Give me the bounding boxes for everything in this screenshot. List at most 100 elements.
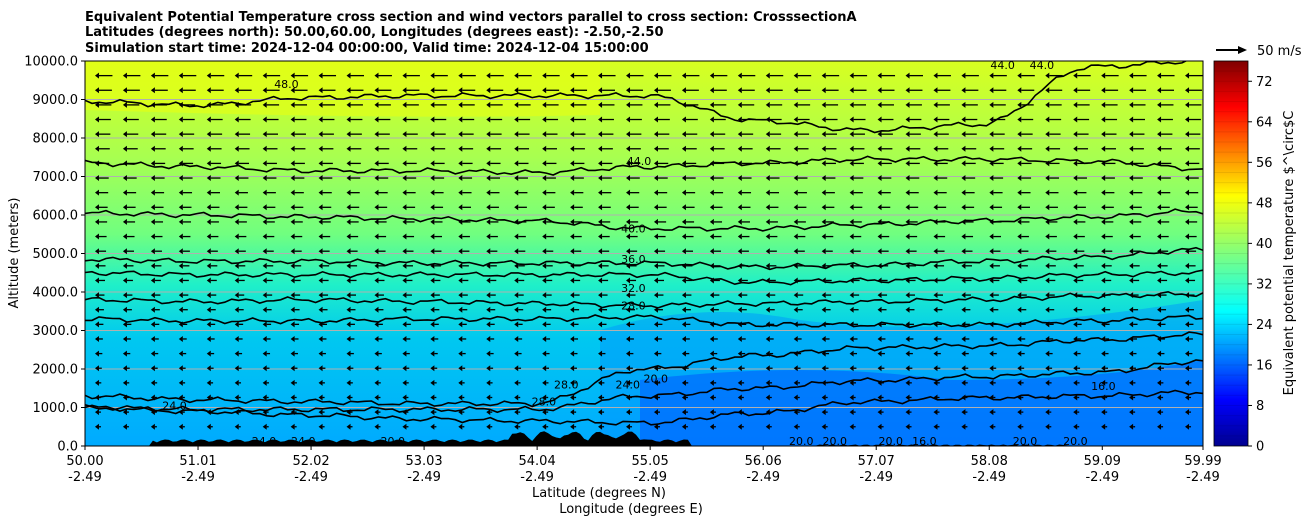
wind-vector-head: [402, 145, 407, 152]
wind-vector-head: [122, 72, 127, 79]
wind-vector-head: [346, 189, 351, 196]
wind-vector-head: [94, 409, 99, 416]
wind-vector-head: [458, 101, 463, 108]
wind-vector-head: [737, 131, 742, 138]
wind-vector-head: [458, 160, 463, 167]
wind-vector-head: [1045, 409, 1050, 416]
wind-vector-head: [374, 101, 379, 108]
y-axis-label: Altitude (meters): [7, 198, 22, 309]
chart-title: Equivalent Potential Temperature cross s…: [85, 10, 857, 56]
wind-vector-head: [1017, 292, 1022, 299]
x-tick-label-lon: -2.49: [859, 470, 893, 485]
wind-vector-head: [94, 335, 99, 342]
wind-vector-head: [458, 394, 463, 401]
wind-vector-head: [626, 204, 631, 211]
warm-upper-region: [85, 61, 600, 117]
wind-vector-head: [765, 101, 770, 108]
wind-vector-head: [430, 248, 435, 255]
wind-vector-head: [290, 350, 295, 357]
wind-vector-head: [1073, 160, 1078, 167]
wind-vector-head: [1101, 116, 1106, 123]
wind-vector-head: [681, 145, 686, 152]
wind-vector-head: [318, 335, 323, 342]
contour-label: 16.0: [912, 435, 937, 448]
wind-vector-head: [849, 306, 854, 313]
wind-vector-head: [430, 131, 435, 138]
x-tick-label-lat: 50.00: [66, 454, 103, 469]
wind-vector-head: [290, 262, 295, 269]
wind-vector-head: [933, 306, 938, 313]
wind-vector-head: [290, 423, 295, 430]
x-tick-label-lat: 53.03: [405, 454, 442, 469]
wind-vector-head: [430, 160, 435, 167]
wind-vector-head: [849, 248, 854, 255]
wind-vector-head: [849, 218, 854, 225]
contour-label: 32.0: [621, 282, 646, 295]
wind-vector-head: [150, 189, 155, 196]
wind-vector-head: [346, 218, 351, 225]
wind-vector-head: [262, 189, 267, 196]
wind-vector-head: [598, 350, 603, 357]
wind-vector-head: [318, 379, 323, 386]
wind-vector-head: [1017, 233, 1022, 240]
wind-vector-head: [570, 292, 575, 299]
wind-vector-head: [318, 233, 323, 240]
wind-vector-head: [989, 131, 994, 138]
wind-vector-head: [933, 116, 938, 123]
wind-vector-head: [514, 379, 519, 386]
x-tick-label-lat: 51.01: [179, 454, 216, 469]
wind-vector-head: [178, 350, 183, 357]
contour-line-20: [85, 359, 1203, 414]
wind-vector-head: [346, 131, 351, 138]
wind-vector-head: [318, 365, 323, 372]
x-tick-label-lon: -2.49: [1085, 470, 1119, 485]
wind-vector-head: [877, 87, 882, 94]
colorbar-tick-label: 16: [1256, 358, 1273, 373]
wind-vector-head: [486, 262, 491, 269]
wind-vector-head: [514, 394, 519, 401]
wind-vector-head: [821, 409, 826, 416]
wind-vector-head: [821, 175, 826, 182]
wind-vector-head: [961, 204, 966, 211]
wind-vector-head: [290, 277, 295, 284]
wind-vector-head: [262, 72, 267, 79]
x-tick-label-lat: 57.07: [858, 454, 895, 469]
wind-vector-head: [206, 423, 211, 430]
wind-vector-head: [821, 423, 826, 430]
x-tick-label-lat: 59.09: [1084, 454, 1121, 469]
wind-vector-head: [877, 101, 882, 108]
wind-vector-head: [262, 423, 267, 430]
wind-vector-head: [961, 87, 966, 94]
wind-vector-head: [877, 306, 882, 313]
wind-vector-head: [150, 175, 155, 182]
wind-vector-head: [458, 365, 463, 372]
wind-vector-head: [346, 87, 351, 94]
wind-vector-head: [290, 233, 295, 240]
wind-vector-head: [178, 248, 183, 255]
wind-vector-head: [178, 423, 183, 430]
wind-vector-head: [653, 116, 658, 123]
wind-vector-head: [206, 116, 211, 123]
wind-vector-head: [514, 175, 519, 182]
wind-vector-head: [430, 175, 435, 182]
wind-vector-head: [681, 116, 686, 123]
wind-vector-head: [514, 321, 519, 328]
wind-vector-head: [122, 131, 127, 138]
wind-vector-head: [709, 306, 714, 313]
wind-vector-head: [262, 379, 267, 386]
wind-vector-head: [821, 189, 826, 196]
wind-vector-head: [989, 204, 994, 211]
wind-vector-head: [262, 335, 267, 342]
wind-vector-head: [737, 394, 742, 401]
wind-vector-head: [849, 350, 854, 357]
wind-vector-head: [402, 248, 407, 255]
wind-vector-head: [458, 335, 463, 342]
wind-vector-head: [570, 175, 575, 182]
wind-vector-head: [877, 423, 882, 430]
wind-vector-head: [821, 394, 826, 401]
wind-vector-head: [458, 277, 463, 284]
wind-vector-head: [1157, 350, 1162, 357]
wind-vector-head: [486, 101, 491, 108]
wind-vector-head: [737, 350, 742, 357]
wind-vector-head: [681, 218, 686, 225]
